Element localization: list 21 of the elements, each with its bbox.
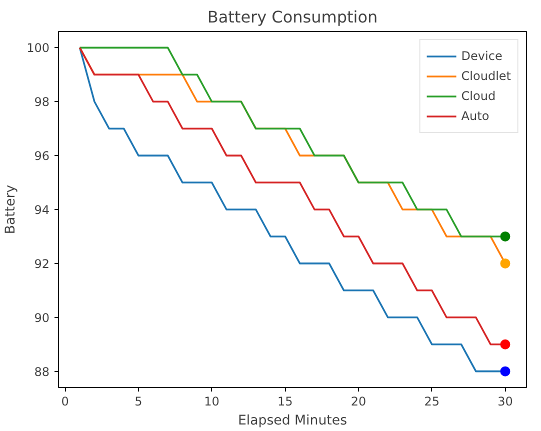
y-tick-label: 96	[34, 149, 50, 164]
y-axis-title: Battery	[4, 184, 19, 234]
chart-title: Battery Consumption	[207, 8, 378, 26]
y-tick-label: 98	[34, 95, 50, 110]
y-tick-label: 100	[26, 41, 50, 56]
x-tick-label: 0	[61, 394, 69, 408]
legend-label: Device	[461, 49, 502, 63]
x-axis-title: Elapsed Minutes	[238, 414, 348, 428]
legend-label: Auto	[461, 109, 490, 123]
x-tick-label: 30	[498, 394, 513, 408]
legend-label: Cloudlet	[461, 69, 511, 83]
y-tick-label: 88	[34, 364, 50, 379]
x-tick-label: 10	[204, 394, 220, 408]
x-tick-label: 5	[134, 394, 142, 408]
y-tick-label: 92	[34, 256, 50, 271]
x-tick-label: 15	[278, 394, 293, 408]
x-tick-label: 20	[350, 394, 366, 408]
x-tick-label: 25	[424, 394, 440, 408]
legend-label: Cloud	[461, 89, 496, 103]
y-tick-label: 90	[34, 310, 50, 325]
y-tick-label: 94	[34, 203, 50, 217]
